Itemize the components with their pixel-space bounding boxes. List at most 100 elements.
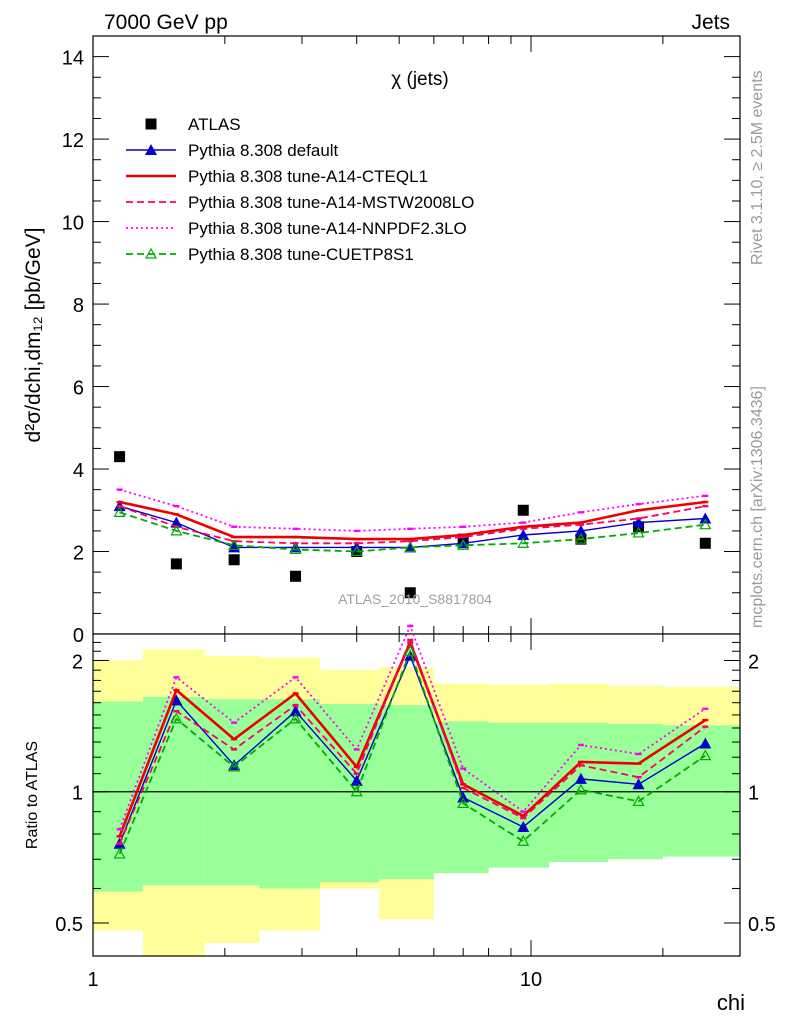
ratio-series-1-point [577, 760, 584, 764]
main-series-5-point [350, 545, 363, 557]
main-series-4-point [407, 527, 414, 531]
main-series-5-line [119, 511, 706, 553]
main-series-3-point [635, 517, 642, 520]
main-series-2-point [116, 500, 123, 504]
main-series-0-point [517, 504, 529, 516]
y-tick-label: 10 [62, 213, 84, 235]
main-series-2-point [353, 537, 360, 541]
main-series-3-point [702, 504, 709, 508]
main-series-1-point [517, 529, 530, 541]
main-series-2-point [407, 537, 414, 541]
main-series-2-point [635, 509, 642, 512]
ratio-series-2-point [460, 786, 467, 790]
ratio-series-1-point [460, 783, 467, 786]
ratio-series-1-point [407, 641, 414, 644]
legend-label: Pythia 8.308 default [188, 141, 339, 160]
x-tick-label: 1 [87, 969, 98, 991]
ratio-series-0-point [350, 774, 363, 786]
ratio-series-4-point [170, 712, 183, 724]
main-series-4-point [116, 488, 123, 491]
main-series-4-point [577, 511, 584, 514]
ratio-series-2-point [407, 638, 414, 642]
legend-label: ATLAS [188, 115, 241, 134]
main-series-1-point [699, 512, 712, 524]
ratio-series-1-point [702, 718, 709, 722]
legend-marker [145, 144, 157, 155]
y-tick-label: 0 [73, 625, 84, 647]
main-series-5-point [113, 506, 126, 517]
ratio-y-tick-label: 1 [72, 783, 83, 805]
ratio-series-1-point [635, 762, 642, 765]
y-tick-label: 2 [73, 543, 84, 565]
ratio-plot: 0.5 0.5 1 1 2 2 1 10 [55, 623, 776, 991]
main-series-4-point [353, 529, 360, 533]
main-series-5-point [289, 543, 302, 555]
main-series-3-point [577, 523, 584, 526]
ratio-series-4-point [517, 834, 530, 846]
ratio-series-3-point [635, 752, 642, 756]
ratio-series-2-point [231, 748, 238, 751]
main-series-5-point [517, 537, 530, 548]
main-plot: 0 2 4 6 8 10 12 14 ATLAS Pythia 8.308 default Pyth… [62, 35, 741, 647]
main-series-5-point [228, 539, 241, 550]
mcplots-source-label: mcplots.cern.ch [arXiv:1306.3436] [749, 386, 766, 628]
main-series-1-point [574, 524, 587, 536]
main-series-5-point [574, 532, 587, 544]
ratio-plot-frame [92, 633, 741, 957]
legend: ATLAS Pythia 8.308 default Pythia 8.308 tu… [126, 115, 474, 264]
analysis-watermark: ATLAS_2010_S8817804 [338, 591, 492, 607]
ratio-series-1-point [231, 737, 238, 741]
main-series-4-point [173, 504, 180, 508]
ratio-series-4-line [118, 648, 706, 855]
ratio-series-4-point [228, 760, 241, 772]
legend-label: Pythia 8.308 tune-CUETP8S1 [188, 245, 414, 264]
ratio-y-tick-label: 0.5 [55, 914, 83, 936]
rivet-version-label: Rivet 3.1.10, ≥ 2.5M events [749, 70, 766, 265]
ratio-series-3-point [173, 676, 180, 679]
ratio-series-4-point [632, 795, 645, 807]
ratio-series-1-point [292, 692, 299, 695]
ratio-series-1-point [353, 765, 360, 769]
y-tick-label: 8 [73, 295, 84, 317]
ratio-series-3-point [407, 624, 414, 628]
main-plot-title: χ (jets) [391, 69, 448, 90]
ratio-y-tick-label-right: 2 [748, 651, 759, 673]
ratio-series-2-point [577, 764, 584, 767]
ratio-series-4-point [457, 797, 470, 809]
main-series-2-point [577, 521, 584, 524]
ratio-series-4-point [699, 749, 712, 761]
ratio-series-2-point [292, 703, 299, 707]
main-series-0-point [404, 587, 416, 599]
x-tick-label: 10 [520, 969, 542, 991]
ratio-series-2-point [116, 842, 123, 845]
legend-label: Pythia 8.308 tune-A14-CTEQL1 [188, 167, 428, 186]
ratio-series-0-point [457, 791, 470, 803]
legend-marker [144, 247, 158, 259]
ratio-series-0-point [170, 694, 183, 706]
y-tick-label: 4 [73, 460, 84, 482]
ratio-series-4-point [289, 712, 302, 724]
ratio-series-2-point [635, 775, 642, 779]
main-series-3-point [353, 542, 360, 545]
main-series-3-point [460, 535, 467, 539]
y-tick-label: 12 [62, 130, 84, 152]
ratio-series-4-point [404, 644, 417, 656]
main-series-4-point [520, 521, 527, 524]
legend-marker [145, 118, 157, 130]
main-series-0-point [699, 537, 711, 549]
ratio-series-3-point [520, 810, 527, 813]
main-series-2-point [231, 535, 238, 539]
ratio-series-0-point [632, 778, 645, 790]
main-series-2-point [173, 513, 180, 516]
main-series-5-point [404, 541, 417, 552]
main-series-4-point [460, 525, 467, 528]
ratio-series-3-point [460, 767, 467, 770]
main-series-5-point [699, 518, 712, 530]
ratio-series-2-point [353, 772, 360, 775]
main-series-2-point [292, 535, 299, 539]
uncertainty-band-inner [488, 722, 550, 868]
ratio-series-1-point [520, 814, 527, 818]
main-series-5-point [457, 539, 470, 550]
ratio-y-tick-label: 2 [72, 651, 83, 673]
